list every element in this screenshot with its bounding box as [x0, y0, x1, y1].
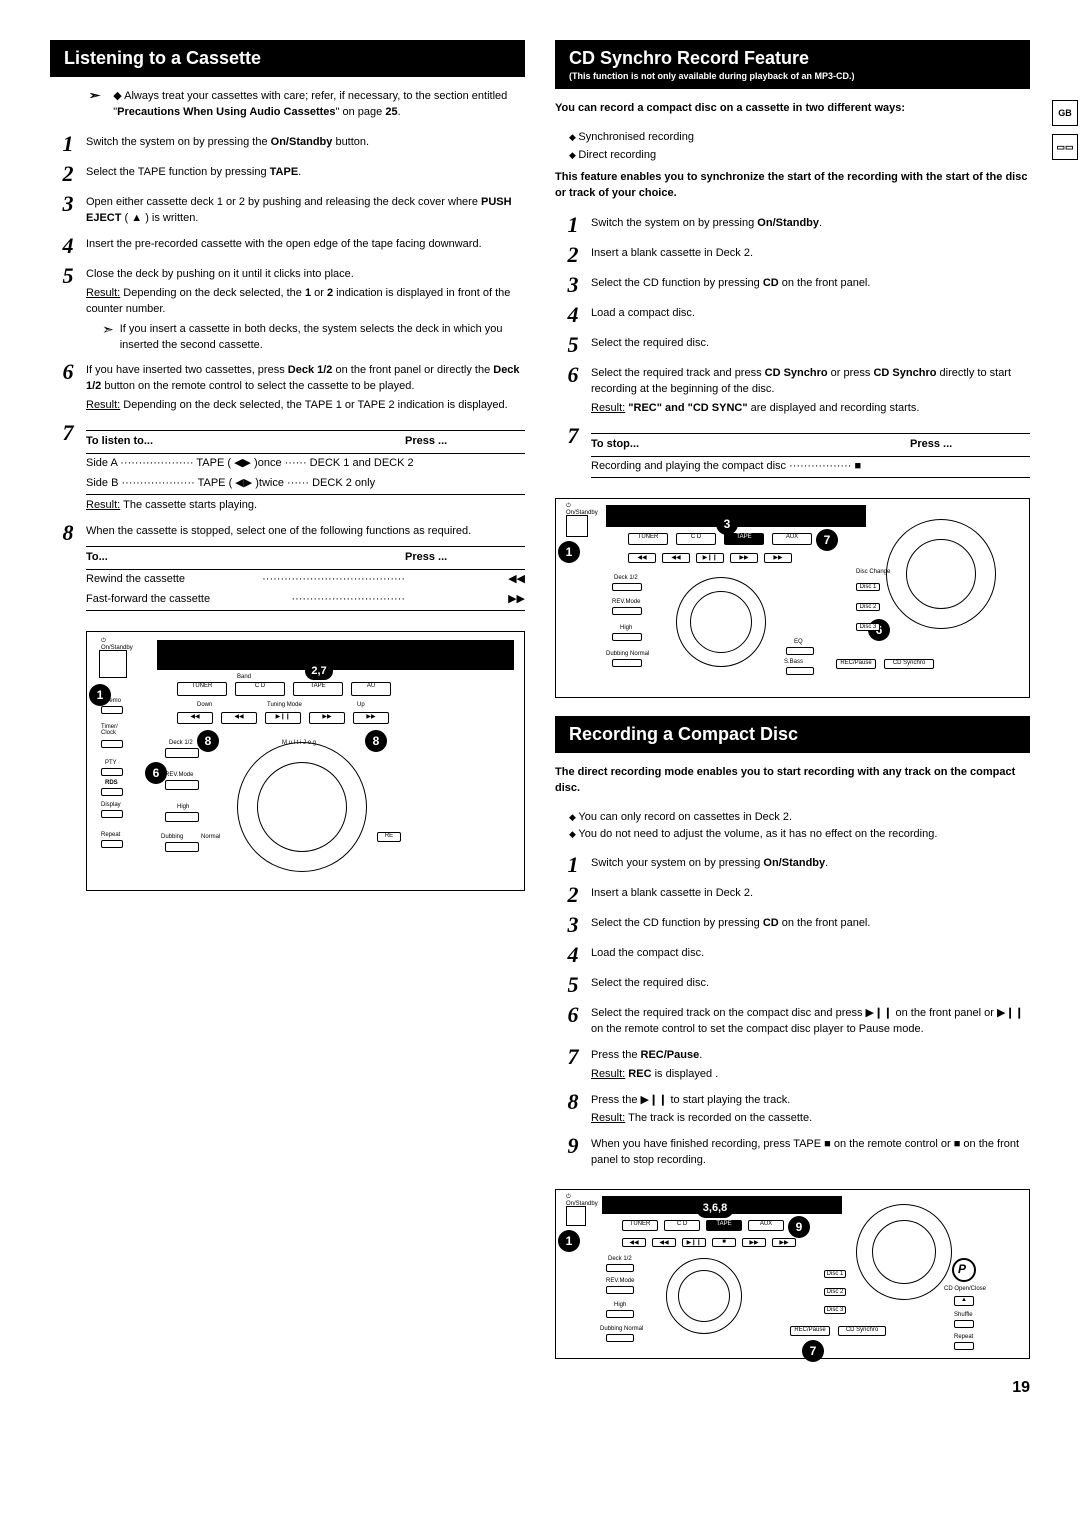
arrow-icon: ➣ [102, 322, 114, 354]
page-layout: Listening to a Cassette ➣ ◆ Always treat… [50, 40, 1030, 1397]
step: 3 Open either cassette deck 1 or 2 by pu… [50, 193, 525, 227]
functions-table: To...Press ... Rewind the cassette······… [86, 546, 525, 611]
callout-7: 7 [802, 1340, 824, 1362]
callout-8a: 8 [197, 730, 219, 752]
device-diagram-recording: ⏻On/Standby 1 3,6,8 TUNER C D TAPE AUX 9… [555, 1189, 1030, 1359]
step: 4 Insert the pre-recorded cassette with … [50, 235, 525, 257]
left-intro: ➣ ◆ Always treat your cassettes with car… [90, 89, 525, 121]
synchro-steps: 1Switch the system on by pressing On/Sta… [555, 214, 1030, 478]
callout-3: 3 [716, 513, 738, 535]
listen-table: To listen to...Press ... Side A ········… [86, 430, 525, 495]
cd-synchro-subtitle: (This function is not only available dur… [569, 71, 855, 81]
cd-synchro-header: CD Synchro Record Feature (This function… [555, 40, 1030, 89]
step: 6 If you have inserted two cassettes, pr… [50, 361, 525, 414]
cassette-icon: ▭▭ [1052, 134, 1078, 160]
right-column: GB ▭▭ CD Synchro Record Feature (This fu… [555, 40, 1030, 1397]
synchro-lead2: This feature enables you to synchronize … [555, 170, 1030, 202]
language-badge: GB [1052, 100, 1078, 126]
callout-1: 1 [558, 541, 580, 563]
stop-table: To stop...Press ... Recording and playin… [591, 433, 1030, 478]
left-section-header: Listening to a Cassette [50, 40, 525, 77]
callout-368: 3,6,8 [696, 1198, 734, 1218]
left-title: Listening to a Cassette [64, 48, 261, 69]
callout-6: 6 [145, 762, 167, 784]
intro-text: ◆ Always treat your cassettes with care;… [113, 89, 525, 121]
step: 1 Switch the system on by pressing the O… [50, 133, 525, 155]
callout-27: 2,7 [305, 662, 333, 680]
side-badges: GB ▭▭ [1052, 100, 1078, 160]
recording-bullets: You can only record on cassettes in Deck… [569, 809, 1030, 844]
arrow-icon: ➣ [89, 89, 101, 121]
cd-synchro-title: CD Synchro Record Feature [569, 48, 809, 69]
callout-9: 9 [788, 1216, 810, 1238]
callout-1: 1 [558, 1230, 580, 1252]
step: 5 Close the deck by pushing on it until … [50, 265, 525, 354]
recording-title: Recording a Compact Disc [569, 724, 798, 745]
step: 2 Select the TAPE function by pressing T… [50, 163, 525, 185]
step-8: 8 When the cassette is stopped, select o… [50, 522, 525, 611]
page-number: 19 [555, 1379, 1030, 1397]
step-7: 7 To listen to...Press ... Side A ······… [50, 422, 525, 514]
device-diagram-synchro: ⏻On/Standby 1 TUNER C D TAPE AUX 3 7 ◀◀ … [555, 498, 1030, 698]
recording-lead: The direct recording mode enables you to… [555, 765, 1030, 797]
synchro-bullets: Synchronised recording Direct recording [569, 129, 1030, 164]
callout-8b: 8 [365, 730, 387, 752]
device-diagram-left: ⏻On/Standby 1 Demo Timer/Clock PTY RDS D… [86, 631, 525, 891]
synchro-lead: You can record a compact disc on a casse… [555, 101, 1030, 117]
callout-7: 7 [816, 529, 838, 551]
left-column: Listening to a Cassette ➣ ◆ Always treat… [50, 40, 525, 1397]
left-steps: 1 Switch the system on by pressing the O… [50, 133, 525, 611]
recording-steps: 1Switch your system on by pressing On/St… [555, 854, 1030, 1170]
recording-header: Recording a Compact Disc [555, 716, 1030, 753]
